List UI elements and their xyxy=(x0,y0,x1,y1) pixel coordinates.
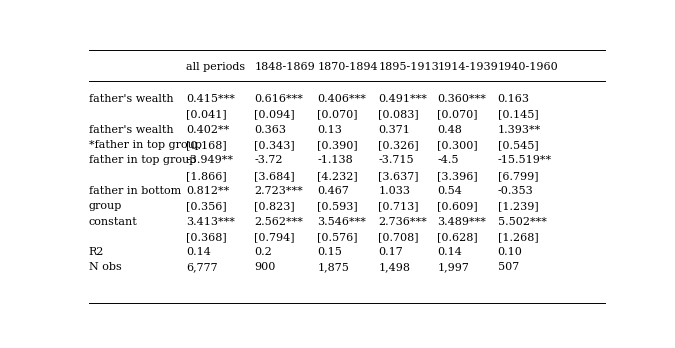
Text: 0.415***: 0.415*** xyxy=(186,94,236,104)
Text: 0.10: 0.10 xyxy=(497,247,522,257)
Text: 0.48: 0.48 xyxy=(437,125,462,135)
Text: -3.949**: -3.949** xyxy=(186,156,234,165)
Text: father in top group: father in top group xyxy=(88,156,196,165)
Text: [0.145]: [0.145] xyxy=(497,110,539,120)
Text: 900: 900 xyxy=(254,262,276,272)
Text: 0.13: 0.13 xyxy=(317,125,342,135)
Text: [0.593]: [0.593] xyxy=(317,201,358,211)
Text: 0.2: 0.2 xyxy=(254,247,272,257)
Text: 1940-1960: 1940-1960 xyxy=(497,62,558,72)
Text: 0.467: 0.467 xyxy=(317,186,349,196)
Text: 3.489***: 3.489*** xyxy=(437,216,487,227)
Text: [3.684]: [3.684] xyxy=(254,171,295,181)
Text: [1.866]: [1.866] xyxy=(186,171,227,181)
Text: 0.402**: 0.402** xyxy=(186,125,230,135)
Text: -1.138: -1.138 xyxy=(317,156,353,165)
Text: -0.353: -0.353 xyxy=(497,186,533,196)
Text: 2.736***: 2.736*** xyxy=(379,216,427,227)
Text: 5.502***: 5.502*** xyxy=(497,216,547,227)
Text: 1870-1894: 1870-1894 xyxy=(317,62,378,72)
Text: [0.070]: [0.070] xyxy=(317,110,358,120)
Text: [6.799]: [6.799] xyxy=(497,171,538,181)
Text: 2.562***: 2.562*** xyxy=(254,216,303,227)
Text: [0.823]: [0.823] xyxy=(254,201,295,211)
Text: [0.070]: [0.070] xyxy=(437,110,478,120)
Text: [0.041]: [0.041] xyxy=(186,110,227,120)
Text: 0.163: 0.163 xyxy=(497,94,530,104)
Text: [0.168]: [0.168] xyxy=(186,140,227,150)
Text: *father in top group: *father in top group xyxy=(88,140,202,150)
Text: 0.14: 0.14 xyxy=(437,247,462,257)
Text: [0.343]: [0.343] xyxy=(254,140,295,150)
Text: 3.546***: 3.546*** xyxy=(317,216,366,227)
Text: [0.300]: [0.300] xyxy=(437,140,478,150)
Text: group: group xyxy=(88,201,122,211)
Text: [0.356]: [0.356] xyxy=(186,201,227,211)
Text: 3.413***: 3.413*** xyxy=(186,216,236,227)
Text: [3.637]: [3.637] xyxy=(379,171,419,181)
Text: [4.232]: [4.232] xyxy=(317,171,358,181)
Text: 1914-1939: 1914-1939 xyxy=(437,62,498,72)
Text: 1895-1913: 1895-1913 xyxy=(379,62,439,72)
Text: [1.239]: [1.239] xyxy=(497,201,539,211)
Text: 0.616***: 0.616*** xyxy=(254,94,303,104)
Text: 1.393**: 1.393** xyxy=(497,125,541,135)
Text: 0.360***: 0.360*** xyxy=(437,94,487,104)
Text: [0.708]: [0.708] xyxy=(379,232,419,242)
Text: all periods: all periods xyxy=(186,62,246,72)
Text: [1.268]: [1.268] xyxy=(497,232,539,242)
Text: [0.713]: [0.713] xyxy=(379,201,419,211)
Text: [0.576]: [0.576] xyxy=(317,232,358,242)
Text: 507: 507 xyxy=(497,262,519,272)
Text: [0.609]: [0.609] xyxy=(437,201,478,211)
Text: -3.715: -3.715 xyxy=(379,156,414,165)
Text: -3.72: -3.72 xyxy=(254,156,283,165)
Text: [3.396]: [3.396] xyxy=(437,171,478,181)
Text: 0.14: 0.14 xyxy=(186,247,211,257)
Text: [0.368]: [0.368] xyxy=(186,232,227,242)
Text: 1,997: 1,997 xyxy=(437,262,469,272)
Text: [0.083]: [0.083] xyxy=(379,110,419,120)
Text: father in bottom: father in bottom xyxy=(88,186,181,196)
Text: [0.545]: [0.545] xyxy=(497,140,539,150)
Text: [0.094]: [0.094] xyxy=(254,110,295,120)
Text: 0.406***: 0.406*** xyxy=(317,94,366,104)
Text: 0.15: 0.15 xyxy=(317,247,342,257)
Text: -4.5: -4.5 xyxy=(437,156,459,165)
Text: R2: R2 xyxy=(88,247,104,257)
Text: 1,498: 1,498 xyxy=(379,262,410,272)
Text: father's wealth: father's wealth xyxy=(88,94,173,104)
Text: 0.371: 0.371 xyxy=(379,125,410,135)
Text: 6,777: 6,777 xyxy=(186,262,218,272)
Text: [0.326]: [0.326] xyxy=(379,140,419,150)
Text: 0.363: 0.363 xyxy=(254,125,286,135)
Text: father's wealth: father's wealth xyxy=(88,125,173,135)
Text: 2.723***: 2.723*** xyxy=(254,186,303,196)
Text: 1,875: 1,875 xyxy=(317,262,349,272)
Text: 0.491***: 0.491*** xyxy=(379,94,427,104)
Text: N obs: N obs xyxy=(88,262,121,272)
Text: 1848-1869: 1848-1869 xyxy=(254,62,315,72)
Text: constant: constant xyxy=(88,216,137,227)
Text: [0.794]: [0.794] xyxy=(254,232,295,242)
Text: [0.628]: [0.628] xyxy=(437,232,478,242)
Text: 0.812**: 0.812** xyxy=(186,186,230,196)
Text: -15.519**: -15.519** xyxy=(497,156,551,165)
Text: 1.033: 1.033 xyxy=(379,186,410,196)
Text: 0.54: 0.54 xyxy=(437,186,462,196)
Text: [0.390]: [0.390] xyxy=(317,140,358,150)
Text: 0.17: 0.17 xyxy=(379,247,403,257)
